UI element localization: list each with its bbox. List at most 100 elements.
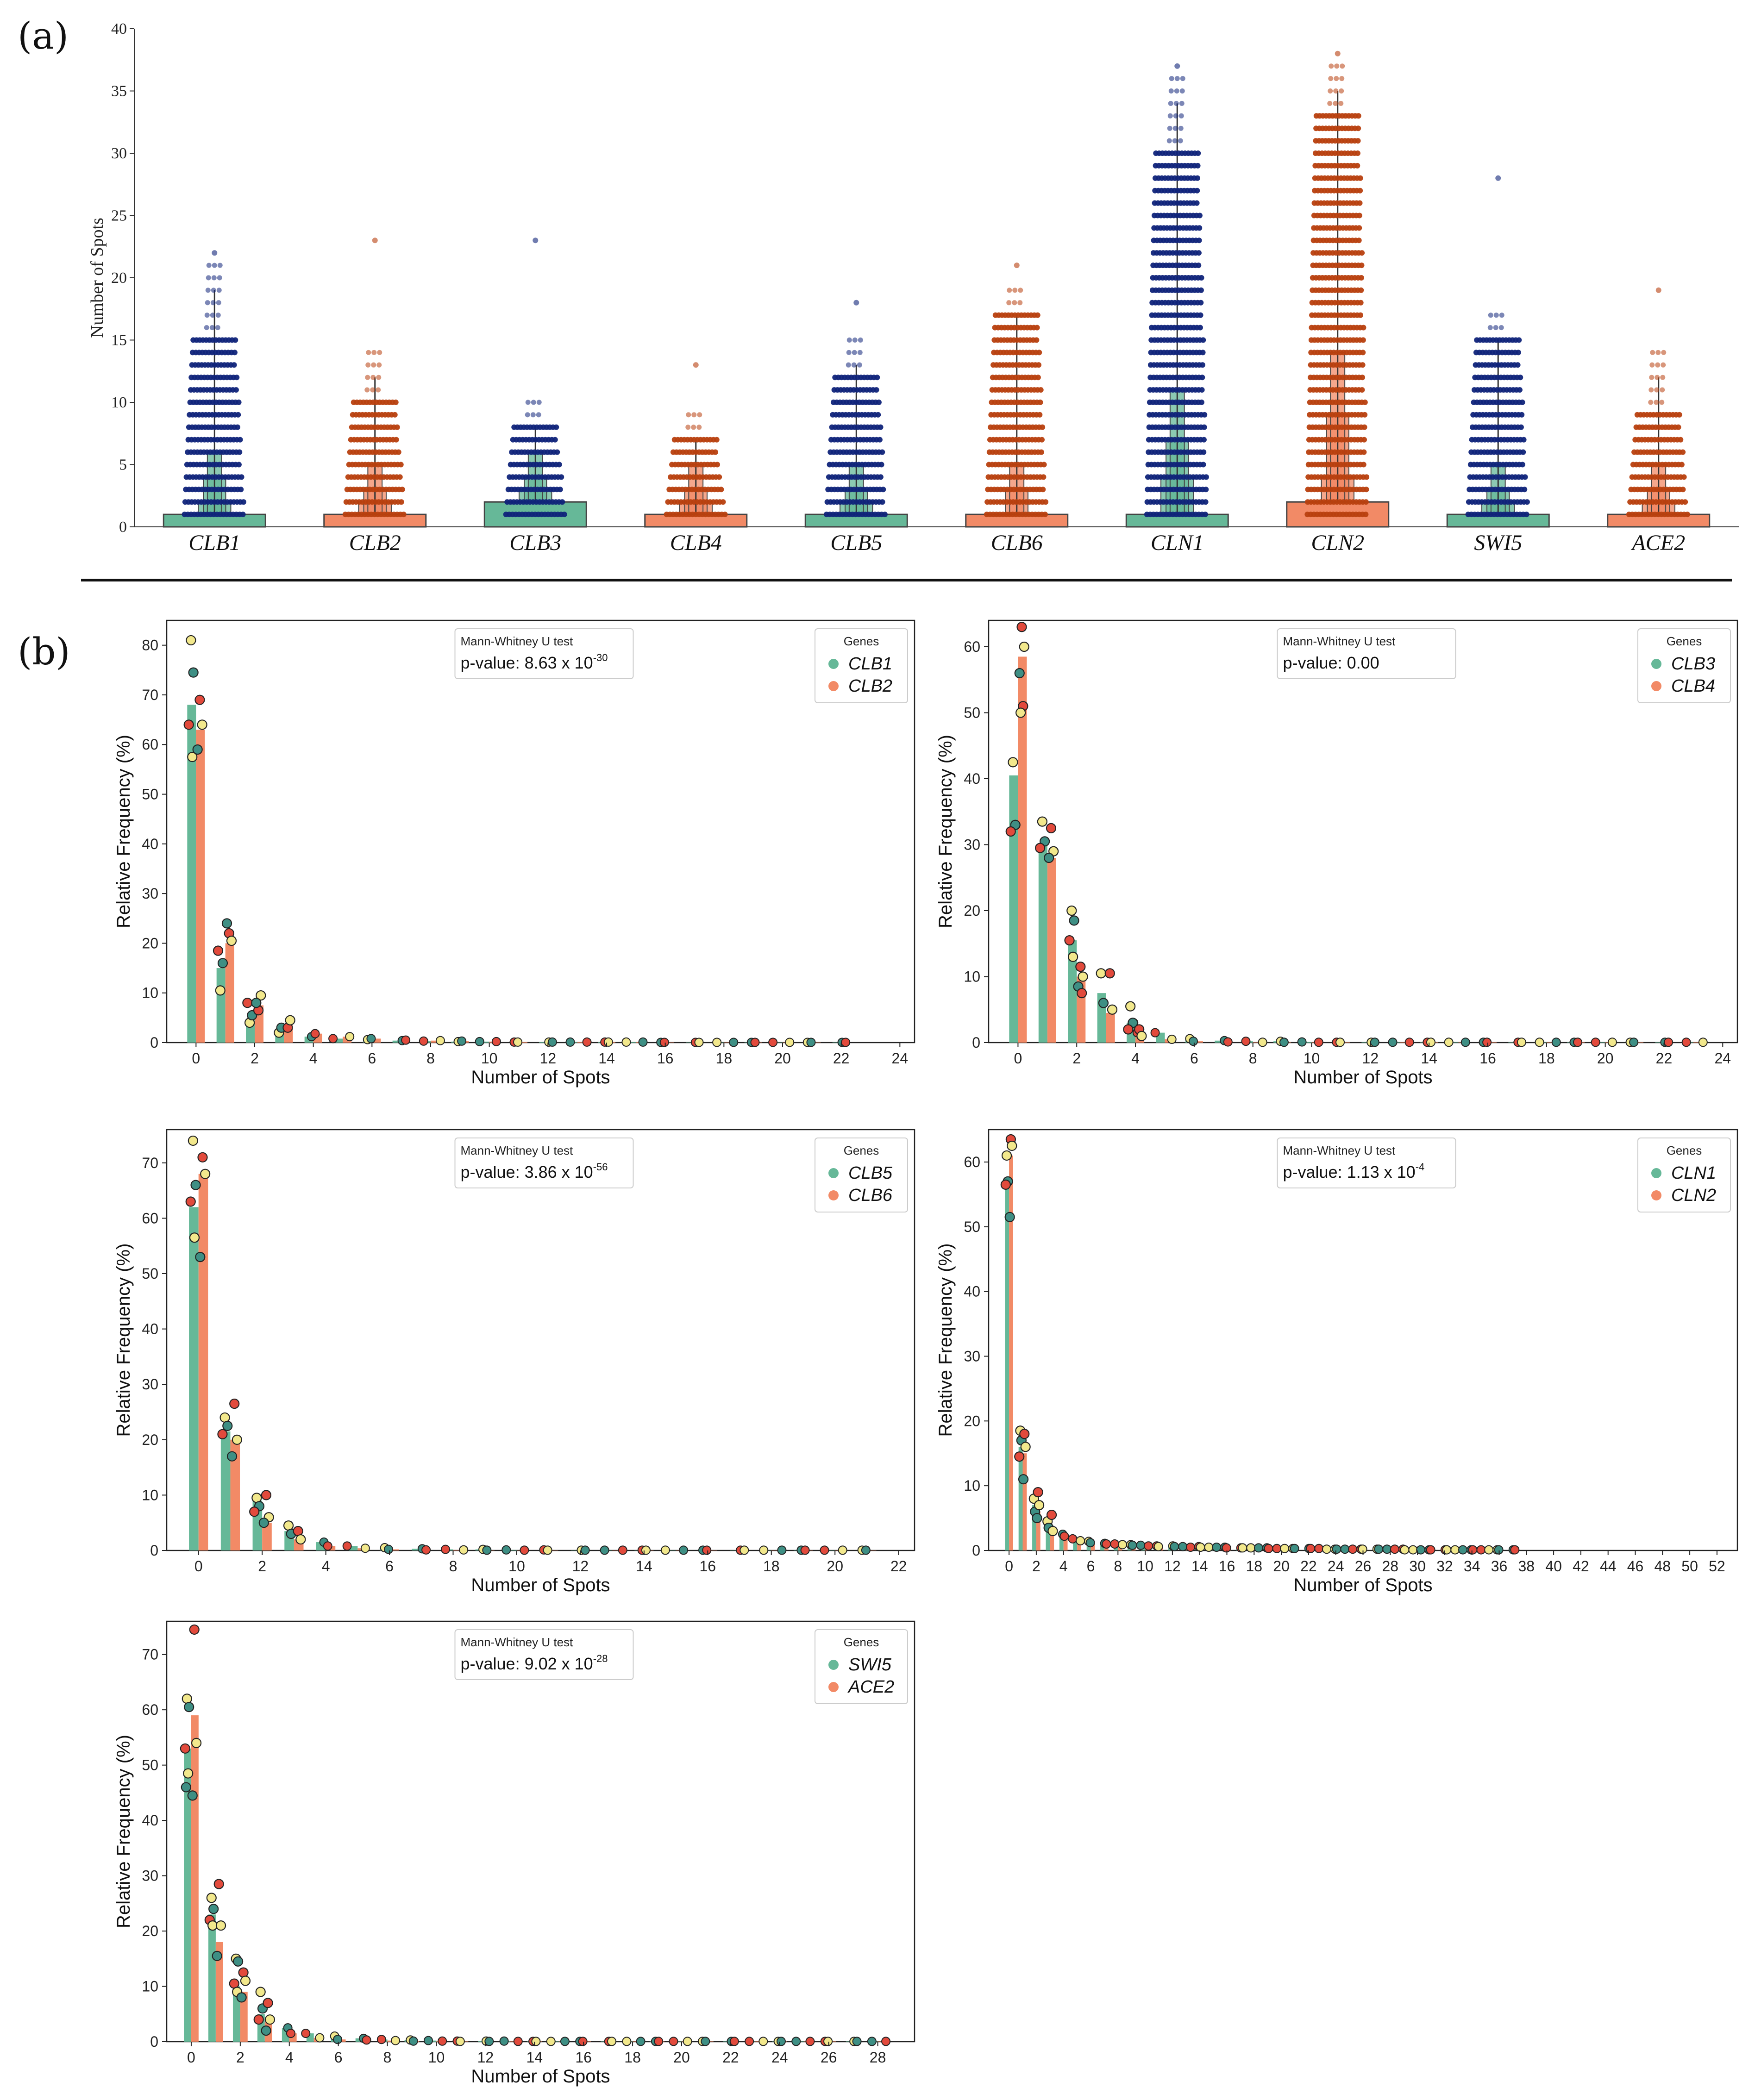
y-tick-label-b5: 10 bbox=[142, 1978, 158, 1995]
replicate-dot-CLB4 bbox=[1370, 1038, 1379, 1047]
replicate-dot-CLB3 bbox=[1150, 1028, 1160, 1038]
strip-dot-CLB2 bbox=[397, 474, 403, 480]
replicate-dot-CLB2 bbox=[192, 744, 203, 755]
replicate-dot-CLN2 bbox=[1426, 1545, 1435, 1555]
x-axis-title-b2: Number of Spots bbox=[1293, 1067, 1432, 1088]
strip-dot-CLB2 bbox=[370, 375, 376, 380]
replicate-dot-ACE2 bbox=[636, 2037, 646, 2046]
strip-dot-CLB1 bbox=[204, 325, 209, 331]
bar-CLB4 bbox=[1106, 1012, 1115, 1043]
replicate-dot-CLN1 bbox=[1110, 1539, 1120, 1549]
strip-dot-CLB1 bbox=[217, 275, 222, 281]
strip-dot-CLB6 bbox=[1034, 312, 1040, 318]
y-axis-title-b2: Relative Frequency (%) bbox=[935, 735, 956, 928]
strip-dot-CLB5 bbox=[853, 300, 859, 306]
pvalue-main: p-value: 8.63 x 10 bbox=[461, 653, 593, 672]
replicate-dot-CLB2 bbox=[194, 694, 205, 705]
replicate-dot-CLN2 bbox=[1047, 1525, 1058, 1537]
category-label-SWI5: SWI5 bbox=[1474, 531, 1522, 555]
strip-dot-CLB5 bbox=[878, 424, 884, 430]
replicate-dot-CLB1 bbox=[419, 1036, 428, 1046]
category-label-CLB6: CLB6 bbox=[991, 531, 1043, 555]
strip-dot-CLN2 bbox=[1362, 412, 1368, 418]
replicate-dot-CLN2 bbox=[1374, 1544, 1384, 1554]
strip-dot-CLN2 bbox=[1359, 262, 1365, 269]
y-tick-label-b5: 0 bbox=[150, 2033, 158, 2050]
bar-CLB5 bbox=[220, 1431, 231, 1550]
replicate-dot-CLB4 bbox=[1077, 988, 1087, 999]
x-tick-label-b5: 0 bbox=[187, 2049, 195, 2066]
pvalue-main: p-value: 9.02 x 10 bbox=[461, 1654, 593, 1673]
replicate-dot-CLB6 bbox=[459, 1545, 469, 1555]
category-label-CLN1: CLN1 bbox=[1151, 531, 1204, 555]
strip-dot-CLN1 bbox=[1202, 512, 1208, 518]
strip-dot-CLB5 bbox=[852, 338, 858, 343]
x-tick-label-b4: 2 bbox=[1032, 1558, 1040, 1575]
strip-dot-CLB1 bbox=[234, 424, 240, 430]
replicate-dot-CLB4 bbox=[1573, 1038, 1583, 1047]
replicate-dot-CLB2 bbox=[729, 1038, 739, 1047]
x-tick-label-b4: 42 bbox=[1573, 1558, 1589, 1575]
x-tick-label-b4: 46 bbox=[1627, 1558, 1644, 1575]
strip-dot-CLN2 bbox=[1363, 499, 1369, 505]
strip-dot-CLB5 bbox=[852, 350, 857, 355]
strip-dot-SWI5 bbox=[1518, 424, 1524, 430]
strip-dot-CLN2 bbox=[1338, 100, 1344, 106]
strip-dot-CLB6 bbox=[1040, 424, 1046, 430]
bar-CLN1 bbox=[1005, 1181, 1009, 1550]
strip-dot-SWI5 bbox=[1519, 412, 1525, 418]
strip-dot-CLN1 bbox=[1174, 88, 1179, 94]
replicate-dot-CLN2 bbox=[1018, 1474, 1029, 1485]
bar-CLN1 bbox=[1018, 1447, 1023, 1550]
strip-dot-CLB2 bbox=[372, 238, 378, 244]
replicate-dot-ACE2 bbox=[578, 2037, 588, 2046]
strip-dot-CLB2 bbox=[398, 462, 404, 468]
strip-dot-CLN1 bbox=[1201, 437, 1207, 443]
replicate-dot-CLB2 bbox=[251, 998, 262, 1008]
x-tick-label-b5: 22 bbox=[722, 2049, 739, 2066]
strip-dot-CLN2 bbox=[1335, 50, 1341, 56]
x-tick-label-b1: 18 bbox=[716, 1050, 733, 1067]
replicate-dot-CLB3 bbox=[1535, 1038, 1544, 1047]
strip-dot-CLB2 bbox=[395, 449, 401, 455]
strip-dot-CLB6 bbox=[1038, 449, 1044, 455]
pvalue-main: p-value: 0.00 bbox=[1283, 653, 1379, 672]
replicate-dot-CLB4 bbox=[1223, 1037, 1233, 1047]
replicate-dot-ACE2 bbox=[852, 2037, 862, 2046]
replicate-dot-CLB5 bbox=[820, 1545, 829, 1555]
strip-dot-CLB1 bbox=[238, 474, 244, 480]
replicate-dot-CLB2 bbox=[659, 1038, 669, 1047]
strip-dot-CLN2 bbox=[1361, 424, 1367, 430]
boxen-box-CLB4 bbox=[644, 513, 748, 528]
category-label-CLB5: CLB5 bbox=[830, 531, 882, 555]
replicate-dot-CLB3 bbox=[1037, 816, 1047, 827]
strip-dot-CLN2 bbox=[1359, 387, 1365, 393]
strip-dot-CLN2 bbox=[1329, 63, 1334, 69]
replicate-dot-CLB2 bbox=[285, 1015, 295, 1025]
legend-label-CLN1: CLN1 bbox=[1671, 1163, 1716, 1183]
y-tick-label-b1: 20 bbox=[142, 935, 158, 951]
strip-dot-CLN1 bbox=[1194, 188, 1200, 194]
x-tick-label-b4: 20 bbox=[1273, 1558, 1290, 1575]
strip-dot-CLB3 bbox=[554, 449, 560, 455]
x-tick-label-b4: 52 bbox=[1709, 1558, 1725, 1575]
x-tick-label-b3: 16 bbox=[700, 1558, 716, 1575]
y-axis-title-a: Number of Spots bbox=[88, 218, 107, 338]
plot-frame-b3 bbox=[166, 1129, 915, 1551]
strip-dot-CLN1 bbox=[1202, 412, 1208, 418]
strip-dot-CLN2 bbox=[1360, 325, 1366, 331]
strip-dot-CLB5 bbox=[851, 362, 857, 368]
strip-dot-CLN2 bbox=[1357, 175, 1363, 181]
replicate-dot-CLB3 bbox=[1444, 1038, 1454, 1047]
replicate-dot-CLB6 bbox=[229, 1398, 240, 1409]
strip-dot-CLN1 bbox=[1166, 138, 1172, 144]
strip-dot-CLN1 bbox=[1198, 400, 1204, 405]
x-tick-label-b4: 8 bbox=[1114, 1558, 1122, 1575]
y-tick-label-b2: 0 bbox=[972, 1034, 980, 1051]
replicate-dot-CLB3 bbox=[1096, 968, 1106, 979]
strip-dot-CLN1 bbox=[1199, 375, 1205, 381]
strip-dot-CLB4 bbox=[693, 362, 699, 368]
strip-dot-CLB6 bbox=[1037, 412, 1043, 418]
strip-dot-SWI5 bbox=[1521, 437, 1527, 443]
legend-marker-SWI5 bbox=[828, 1660, 839, 1670]
